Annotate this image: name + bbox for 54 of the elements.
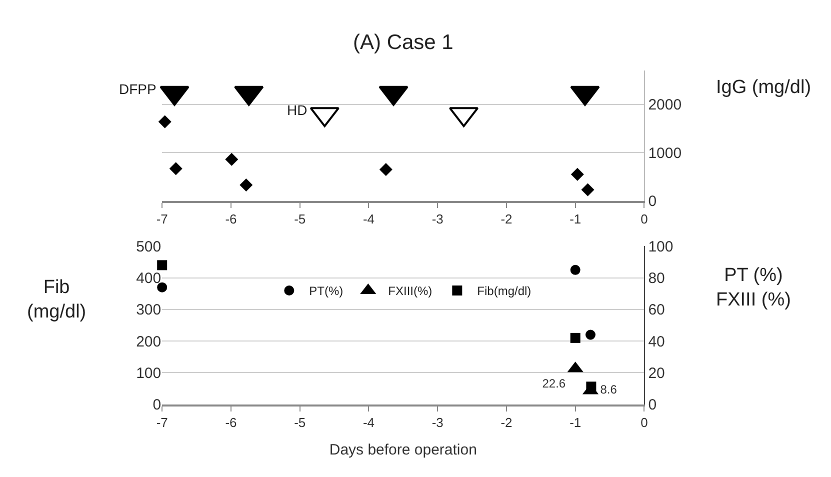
y-tick-label: 400 bbox=[136, 270, 162, 288]
y-tick-label: 100 bbox=[136, 364, 162, 382]
x-tick-label: -1 bbox=[570, 414, 582, 430]
y2-axis-title: PT (%) FXIII (%) bbox=[716, 265, 791, 311]
y-tick-label: 200 bbox=[136, 333, 162, 350]
data-label: 8.6 bbox=[600, 382, 618, 397]
point bbox=[586, 330, 596, 340]
y2-axis-title: IgG (mg/dl) bbox=[716, 77, 812, 98]
y2-tick-label: 1000 bbox=[648, 144, 682, 162]
x-tick-label: -2 bbox=[500, 414, 512, 430]
x-tick-label: 0 bbox=[640, 414, 648, 430]
x-tick-label: -6 bbox=[225, 211, 237, 226]
point bbox=[570, 168, 584, 181]
point bbox=[157, 282, 168, 292]
legend-label: PT(%) bbox=[309, 284, 344, 298]
y2-tick-label: 80 bbox=[648, 270, 665, 288]
x-tick-label: -4 bbox=[362, 211, 375, 226]
point bbox=[240, 178, 253, 192]
x-tick-label: -5 bbox=[294, 211, 306, 226]
x-tick-label: -7 bbox=[156, 414, 168, 430]
x-tick-label: -3 bbox=[432, 414, 444, 430]
y2-tick-label: 2000 bbox=[648, 96, 682, 114]
point bbox=[570, 264, 580, 275]
y2-tick-label: 0 bbox=[648, 193, 657, 210]
x-tick-label: -5 bbox=[294, 414, 306, 430]
series-label: HD bbox=[287, 102, 308, 118]
y-tick-label: 500 bbox=[136, 238, 162, 256]
x-tick-label: -4 bbox=[362, 414, 375, 430]
y2-tick-label: 20 bbox=[648, 364, 665, 382]
point bbox=[581, 183, 594, 196]
legend-label: FXIII(%) bbox=[388, 284, 432, 298]
x-tick-label: -2 bbox=[500, 211, 512, 226]
y2-tick-label: 40 bbox=[648, 333, 665, 350]
x-tick-label: -1 bbox=[570, 211, 582, 226]
point bbox=[570, 332, 580, 343]
y-axis-title: Fib (mg/dl) bbox=[27, 277, 86, 323]
x-tick-label: -3 bbox=[432, 211, 444, 226]
y2-tick-label: 100 bbox=[648, 238, 674, 256]
y-tick-label: 300 bbox=[136, 302, 162, 319]
y2-tick-label: 60 bbox=[648, 302, 665, 319]
point bbox=[225, 152, 238, 166]
series-label: DFPP bbox=[119, 81, 156, 97]
x-axis-title: Days before operation bbox=[329, 441, 477, 458]
x-tick-label: -6 bbox=[225, 414, 237, 430]
x-tick-label: -7 bbox=[156, 211, 168, 226]
point bbox=[169, 162, 182, 176]
point bbox=[379, 163, 392, 176]
data-label: 22.6 bbox=[542, 376, 566, 390]
y-tick-label: 0 bbox=[152, 396, 162, 414]
x-tick-label: 0 bbox=[640, 211, 648, 226]
y2-tick-label: 0 bbox=[648, 396, 657, 414]
legend-label: Fib(mg/dl) bbox=[477, 284, 532, 298]
chart-title: (A) Case 1 bbox=[353, 31, 454, 54]
point bbox=[157, 260, 168, 270]
